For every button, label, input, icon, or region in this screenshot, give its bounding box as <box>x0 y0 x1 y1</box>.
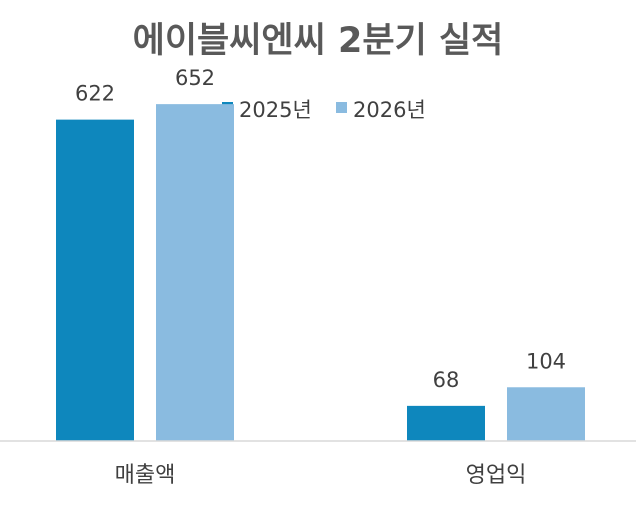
chart-title: 에이블씨엔씨 2분기 실적 <box>133 21 504 61</box>
bar-revenue-2025 <box>56 119 134 441</box>
bar-revenue-2026 <box>156 104 234 441</box>
legend-swatch-2026 <box>336 102 347 113</box>
data-label-operating-profit-2026: 104 <box>526 349 566 373</box>
bar-operating-profit-2026 <box>507 387 585 441</box>
legend-label-2025: 2025년 <box>239 98 312 122</box>
bar-operating-profit-2025 <box>407 405 485 441</box>
category-label-operating-profit: 영업익 <box>466 463 527 488</box>
legend: 2025년 2026년 <box>222 98 426 122</box>
data-label-revenue-2025: 622 <box>75 82 115 106</box>
category-label-revenue: 매출액 <box>115 463 176 488</box>
data-labels: 622 652 68 104 <box>75 66 566 392</box>
data-label-operating-profit-2025: 68 <box>433 368 460 392</box>
data-label-revenue-2026: 652 <box>175 66 215 90</box>
legend-label-2026: 2026년 <box>353 98 426 122</box>
bars <box>56 104 585 441</box>
